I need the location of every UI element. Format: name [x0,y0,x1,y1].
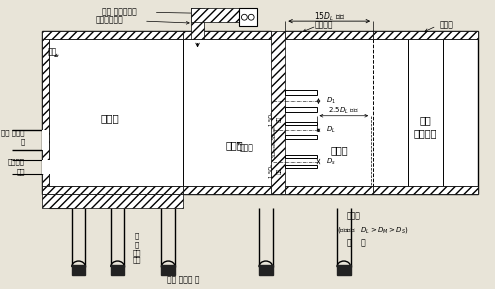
Bar [285,166,316,168]
Text: 보오: 보오 [48,48,56,57]
Polygon shape [111,265,124,275]
Text: 팩: 팩 [21,139,25,145]
Bar [285,135,316,139]
Text: 정유관: 정유관 [439,21,453,29]
Text: $1.5D_s$
이상: $1.5D_s$ 이상 [267,163,282,179]
Polygon shape [72,265,86,275]
Text: 수평 송출일: 수평 송출일 [1,129,25,136]
Bar [191,8,242,22]
Polygon shape [259,265,273,275]
Text: 공기조: 공기조 [346,212,360,221]
Bar [42,39,50,186]
Text: 수용실: 수용실 [226,140,244,150]
Text: $D_1$: $D_1$ [326,96,336,106]
Text: 공기 샘플링장치: 공기 샘플링장치 [102,7,137,16]
Bar [42,186,183,194]
Bar [285,39,373,186]
Text: 덕: 덕 [135,232,139,239]
Text: 칸마이판: 칸마이판 [315,21,334,29]
Text: 배풍실: 배풍실 [330,145,348,155]
Bar [285,90,316,95]
Bar [240,8,257,26]
Text: $D_s$: $D_s$ [326,156,336,167]
Text: (노즐지음   $D_L>D_M>D_S$): (노즐지음 $D_L>D_M>D_S$) [337,225,409,235]
Bar [183,31,271,39]
Text: 정압: 정압 [133,249,142,255]
Bar [42,31,183,39]
Text: $D_L$: $D_L$ [326,125,336,136]
Bar [50,39,183,186]
Text: 수직 송출일 패: 수직 송출일 패 [167,275,199,284]
Text: 정압: 정압 [420,116,432,126]
Bar [183,39,271,186]
Bar [373,186,479,194]
Text: $2.5D_L$ 이상: $2.5D_L$ 이상 [328,106,359,116]
Bar [42,130,50,150]
Text: 혼합디플렉터: 혼합디플렉터 [96,16,124,25]
Bar [285,107,316,112]
Bar [183,186,271,194]
Bar [373,39,479,186]
Bar [285,31,373,39]
Polygon shape [161,265,175,275]
Text: 정압측정: 정압측정 [8,158,25,165]
Text: 보    기: 보 기 [347,238,366,247]
Bar [285,122,316,125]
Text: $3D_L$이하이며$3D_s$이상: $3D_L$이하이며$3D_s$이상 [270,125,279,159]
Bar [42,194,183,208]
Text: $1.5D_s$
이상: $1.5D_s$ 이상 [267,110,282,127]
Text: 혼합실: 혼합실 [100,114,119,124]
Bar [271,31,285,194]
Text: 덕트: 덕트 [16,168,25,175]
Bar [285,155,316,158]
Bar [285,186,373,194]
Bar [191,8,204,39]
Bar [42,160,51,174]
Bar [373,31,479,39]
Text: $15D_L$ 이상: $15D_L$ 이상 [314,11,345,23]
Text: 조정장치: 조정장치 [414,128,438,138]
Text: 정류관: 정류관 [240,143,253,152]
Polygon shape [337,265,350,275]
Text: 트: 트 [135,241,139,248]
Text: 측정: 측정 [133,257,142,263]
